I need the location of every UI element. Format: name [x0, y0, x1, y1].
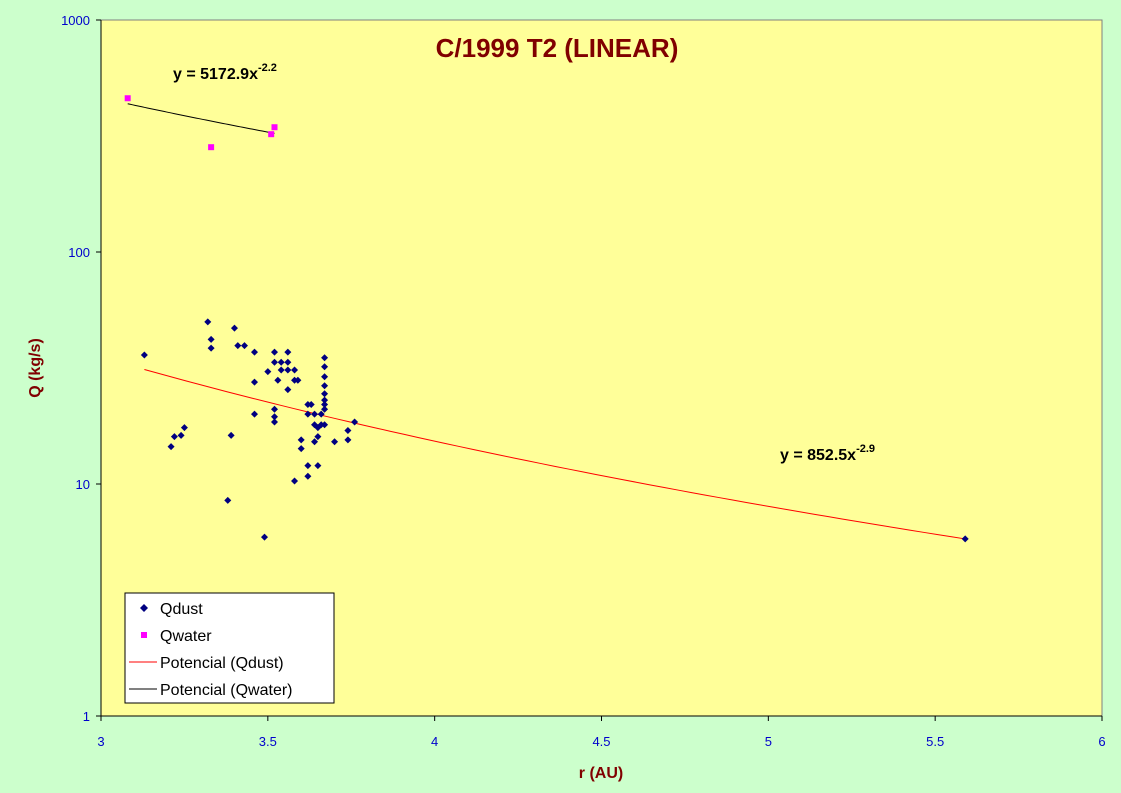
qdust-point — [277, 358, 285, 366]
qwater-points — [124, 95, 278, 151]
x-tick-label: 3 — [97, 734, 104, 749]
y-axis-ticks: 1 10 100 1000 — [61, 13, 101, 724]
qdust-point — [297, 445, 305, 453]
qdust-point — [344, 427, 352, 435]
y-axis-title: Q (kg/s) — [27, 338, 44, 398]
y-tick-label: 10 — [76, 477, 90, 492]
qdust-point — [230, 324, 238, 332]
qdust-point — [314, 433, 322, 441]
qwater-point — [124, 95, 131, 102]
qdust-point — [321, 401, 329, 409]
qdust-point — [304, 410, 312, 418]
qdust-point — [317, 410, 325, 418]
qdust-point — [274, 376, 282, 384]
qdust-point — [207, 335, 215, 343]
qdust-point — [311, 410, 319, 418]
qdust-point — [284, 386, 292, 394]
qdust-point — [284, 358, 292, 366]
qdust-point — [294, 376, 302, 384]
qwater-fit-equation-base: y = 5172.9x — [173, 66, 258, 83]
qdust-point — [321, 405, 329, 413]
legend-qdust-fit-label: Potencial (Qdust) — [160, 655, 284, 672]
qdust-point — [277, 366, 285, 374]
qdust-point — [204, 318, 212, 326]
qdust-point — [240, 342, 248, 350]
x-tick-label: 6 — [1098, 734, 1105, 749]
y-tick-label: 100 — [68, 245, 90, 260]
qdust-fit-equation-exponent: -2.9 — [856, 443, 875, 455]
qdust-point — [250, 378, 258, 386]
legend-qdust-label: Qdust — [160, 601, 203, 618]
qdust-point — [307, 401, 315, 409]
qdust-point — [234, 342, 242, 350]
qdust-point — [167, 443, 175, 451]
qdust-point — [271, 348, 279, 356]
legend-qwater-fit-label: Potencial (Qwater) — [160, 682, 293, 699]
x-axis-ticks: 3 3.5 4 4.5 5 5.5 6 — [97, 716, 1106, 749]
qdust-point — [321, 390, 329, 398]
x-tick-label: 5 — [765, 734, 772, 749]
qdust-point — [170, 433, 178, 441]
qwater-point — [208, 144, 215, 151]
qdust-point — [351, 418, 359, 426]
x-axis-title: r (AU) — [579, 765, 623, 782]
qwater-point — [268, 131, 275, 138]
y-tick-label: 1000 — [61, 13, 90, 28]
fit-lines — [127, 103, 966, 540]
qdust-point — [291, 366, 299, 374]
qdust-point — [271, 413, 279, 421]
qwater-point — [271, 124, 278, 131]
legend: Qdust Qwater Potencial (Qdust) Potencial… — [124, 592, 335, 704]
qdust-point — [284, 366, 292, 374]
qdust-point — [321, 382, 329, 390]
qdust-point — [224, 496, 232, 504]
legend-qdust-marker — [140, 604, 148, 612]
qwater-fit-line — [127, 103, 275, 134]
qdust-point — [271, 358, 279, 366]
qdust-point — [250, 348, 258, 356]
x-tick-label: 3.5 — [259, 734, 277, 749]
qdust-points — [140, 318, 969, 543]
qwater-fit-equation: y = 5172.9x-2.2 — [173, 62, 277, 83]
qdust-point — [297, 436, 305, 444]
x-tick-label: 4.5 — [592, 734, 610, 749]
x-tick-label: 5.5 — [926, 734, 944, 749]
y-tick-label: 1 — [83, 709, 90, 724]
qdust-fit-equation: y = 852.5x-2.9 — [780, 443, 875, 464]
qdust-point — [207, 344, 215, 352]
legend-qwater-label: Qwater — [160, 628, 212, 645]
qdust-point — [271, 418, 279, 426]
qdust-point — [344, 436, 352, 444]
qdust-point — [250, 410, 258, 418]
qdust-point — [314, 462, 322, 470]
qdust-point — [271, 405, 279, 413]
qdust-point — [321, 421, 329, 429]
qdust-point — [264, 368, 272, 376]
qdust-point — [180, 424, 188, 432]
qdust-point — [304, 472, 312, 480]
chart-title: C/1999 T2 (LINEAR) — [436, 33, 679, 63]
qdust-point — [140, 351, 148, 359]
qdust-point — [321, 354, 329, 362]
qdust-point — [284, 348, 292, 356]
qdust-point — [227, 431, 235, 439]
qdust-point — [291, 477, 299, 485]
qdust-point — [311, 438, 319, 446]
qdust-point — [321, 373, 329, 381]
x-tick-label: 4 — [431, 734, 438, 749]
qdust-fit-line — [144, 368, 966, 540]
qdust-point — [321, 363, 329, 371]
qdust-point — [321, 396, 329, 404]
qdust-point — [961, 535, 969, 543]
qdust-fit-equation-base: y = 852.5x — [780, 447, 856, 464]
qdust-point — [260, 533, 268, 541]
legend-qwater-marker — [141, 632, 147, 638]
qwater-fit-equation-exponent: -2.2 — [258, 62, 277, 74]
qdust-point — [331, 438, 339, 446]
qdust-point — [304, 462, 312, 470]
legend-box — [124, 592, 335, 704]
qdust-point — [177, 431, 185, 439]
